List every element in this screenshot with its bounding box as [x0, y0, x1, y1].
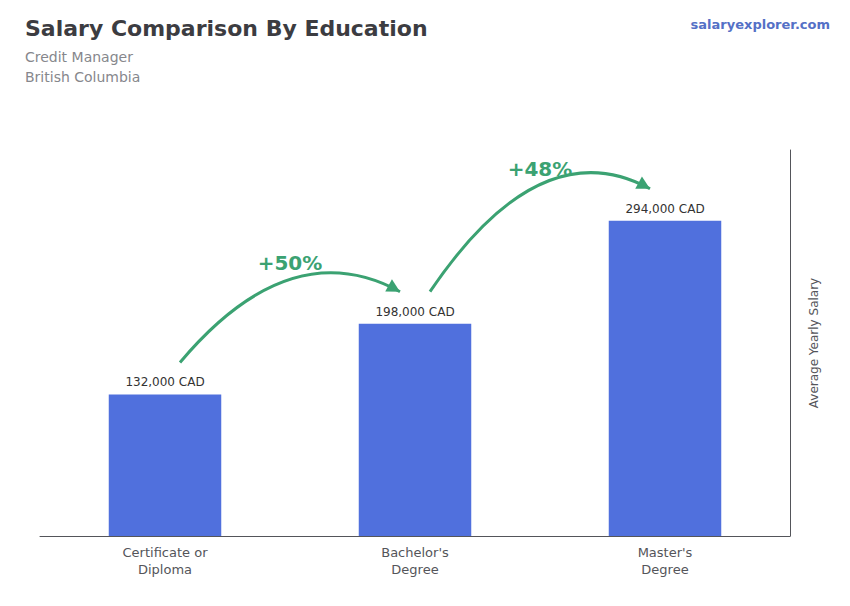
svg-text:Diploma: Diploma	[138, 562, 192, 577]
svg-text:Bachelor's: Bachelor's	[381, 545, 449, 560]
svg-text:Salary Comparison By Education: Salary Comparison By Education	[25, 16, 428, 41]
svg-text:+48%: +48%	[508, 157, 573, 181]
svg-text:British Columbia: British Columbia	[25, 69, 140, 85]
svg-text:Degree: Degree	[641, 562, 688, 577]
svg-text:Average Yearly Salary: Average Yearly Salary	[807, 278, 821, 408]
svg-text:salaryexplorer.com: salaryexplorer.com	[691, 17, 830, 32]
svg-text:+50%: +50%	[258, 251, 323, 275]
svg-text:Credit Manager: Credit Manager	[25, 49, 133, 65]
svg-text:Certificate or: Certificate or	[123, 545, 209, 560]
svg-text:Degree: Degree	[391, 562, 438, 577]
svg-text:198,000 CAD: 198,000 CAD	[375, 305, 454, 319]
svg-text:Master's: Master's	[638, 545, 693, 560]
svg-text:294,000 CAD: 294,000 CAD	[625, 202, 704, 216]
svg-text:132,000 CAD: 132,000 CAD	[125, 375, 204, 389]
